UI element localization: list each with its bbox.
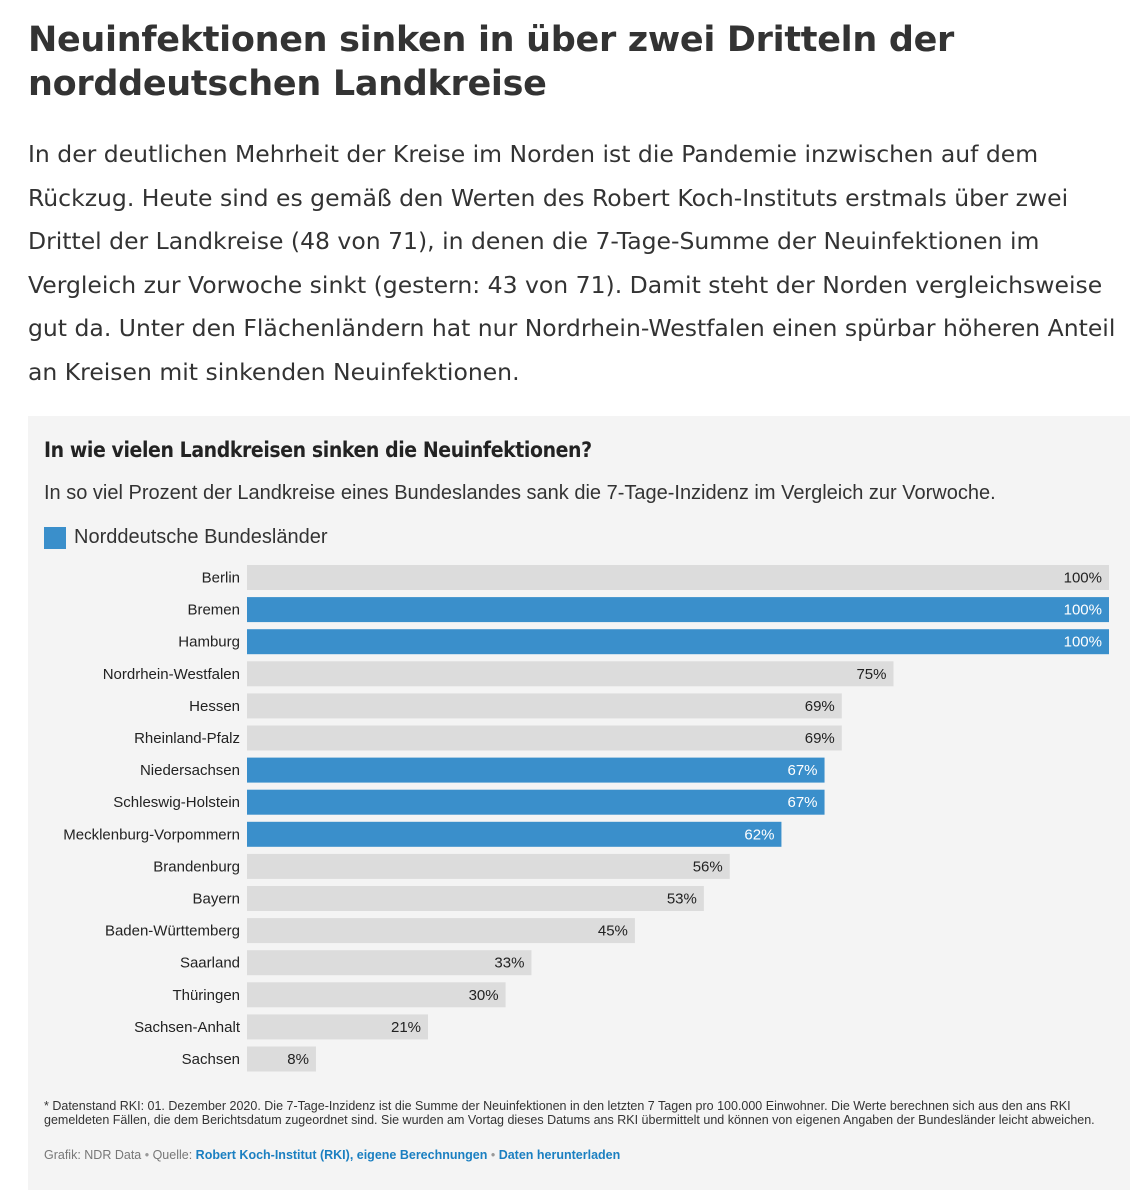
- category-label: Berlin: [202, 570, 240, 587]
- credit-graphic: Grafik: NDR Data: [44, 1148, 142, 1162]
- data-label: 100%: [1064, 634, 1102, 651]
- category-label: Nordrhein-Westfalen: [103, 666, 240, 683]
- category-label: Niedersachsen: [140, 762, 240, 779]
- download-data-link[interactable]: Daten herunterladen: [498, 1148, 621, 1162]
- data-label: 69%: [805, 730, 835, 747]
- data-label: 21%: [391, 1019, 421, 1036]
- article-headline: Neuinfektionen sinken in über zwei Dritt…: [28, 20, 954, 104]
- data-label: 45%: [598, 923, 628, 940]
- bar: [247, 918, 635, 944]
- category-label: Schleswig-Holstein: [113, 794, 240, 811]
- category-label: Bremen: [187, 602, 240, 619]
- source-prefix: Quelle:: [152, 1148, 196, 1162]
- data-label: 33%: [494, 955, 524, 972]
- category-label: Hamburg: [178, 634, 240, 651]
- data-label: 30%: [469, 987, 499, 1004]
- category-label: Thüringen: [172, 987, 240, 1004]
- bar: [247, 565, 1109, 590]
- data-label: 100%: [1064, 602, 1102, 619]
- data-label: 69%: [805, 698, 835, 715]
- chart-title: In wie vielen Landkreisen sinken die Neu…: [44, 438, 592, 462]
- bar: [247, 821, 782, 847]
- bar: [247, 757, 825, 783]
- data-label: 67%: [788, 794, 818, 811]
- credit-separator: •: [141, 1148, 153, 1162]
- bar: [247, 1046, 316, 1072]
- category-label: Mecklenburg-Vorpommern: [63, 826, 240, 843]
- bar: [247, 789, 825, 815]
- data-label: 67%: [788, 762, 818, 779]
- legend-swatch: [44, 526, 66, 549]
- bar: [247, 597, 1109, 623]
- data-label: 100%: [1064, 570, 1102, 587]
- bar: [247, 950, 532, 976]
- data-label: 56%: [693, 858, 723, 875]
- chart-credits: Grafik: NDR Data • Quelle: Robert Koch-I…: [44, 1148, 620, 1162]
- source-link[interactable]: Robert Koch-Institut (RKI), eigene Berec…: [195, 1148, 488, 1162]
- bar: [247, 725, 842, 751]
- category-label: Brandenburg: [153, 858, 240, 875]
- category-label: Sachsen: [182, 1051, 240, 1068]
- data-label: 75%: [856, 666, 886, 683]
- chart-footnote: * Datenstand RKI: 01. Dezember 2020. Die…: [44, 1099, 1095, 1127]
- category-label: Hessen: [189, 698, 240, 715]
- legend-label: Norddeutsche Bundesländer: [74, 526, 328, 548]
- bar: [247, 853, 730, 879]
- category-label: Baden-Württemberg: [105, 923, 240, 940]
- bar: [247, 886, 704, 911]
- chart-container: In wie vielen Landkreisen sinken die Neu…: [28, 416, 1130, 1190]
- chart-subtitle: In so viel Prozent der Landkreise eines …: [44, 482, 996, 504]
- bar-chart: Berlin 100% Bremen 100% Hamburg 100% Nordrhein…: [63, 565, 1109, 1072]
- bar: [247, 693, 842, 719]
- category-label: Rheinland-Pfalz: [134, 730, 240, 747]
- data-label: 8%: [287, 1051, 309, 1068]
- category-label: Saarland: [180, 955, 240, 972]
- bar: [247, 1014, 429, 1040]
- category-label: Sachsen-Anhalt: [134, 1019, 241, 1036]
- chart-legend: Norddeutsche Bundesländer: [44, 526, 328, 549]
- bar: [247, 629, 1109, 655]
- article-lead: In der deutlichen Mehrheit der Kreise im…: [28, 140, 1116, 386]
- data-label: 53%: [667, 891, 697, 908]
- bar: [247, 982, 506, 1008]
- credit-separator-2: •: [487, 1148, 499, 1162]
- category-label: Bayern: [192, 891, 240, 908]
- data-label: 62%: [744, 826, 774, 843]
- bar: [247, 661, 894, 687]
